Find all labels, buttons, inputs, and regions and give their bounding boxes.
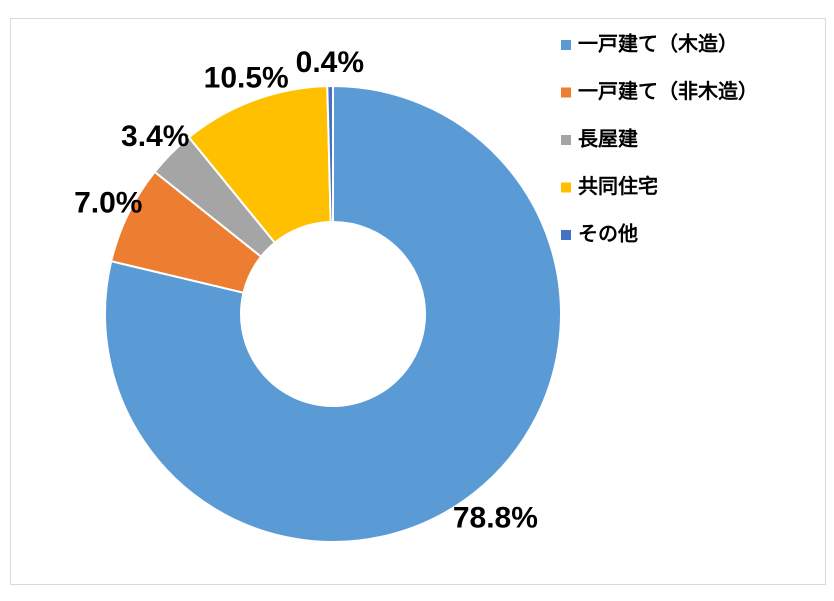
data-label: 10.5% bbox=[204, 61, 289, 94]
legend-label: 一戸建て（木造） bbox=[578, 32, 738, 56]
legend-swatch bbox=[561, 230, 571, 240]
legend-label: その他 bbox=[578, 222, 638, 246]
data-label: 7.0% bbox=[74, 186, 142, 219]
legend-swatch bbox=[561, 182, 571, 193]
legend-swatch bbox=[561, 40, 571, 50]
data-label: 3.4% bbox=[121, 120, 189, 153]
donut-slice bbox=[104, 84, 562, 543]
donut-slice bbox=[326, 84, 334, 224]
data-label: 78.8% bbox=[453, 502, 538, 535]
legend-label: 一戸建て（非木造） bbox=[578, 79, 758, 103]
legend-swatch bbox=[561, 87, 571, 98]
legend-label: 長屋建 bbox=[578, 127, 638, 151]
legend-swatch bbox=[561, 135, 571, 145]
legend-label: 共同住宅 bbox=[578, 174, 658, 198]
data-label: 0.4% bbox=[296, 46, 364, 79]
